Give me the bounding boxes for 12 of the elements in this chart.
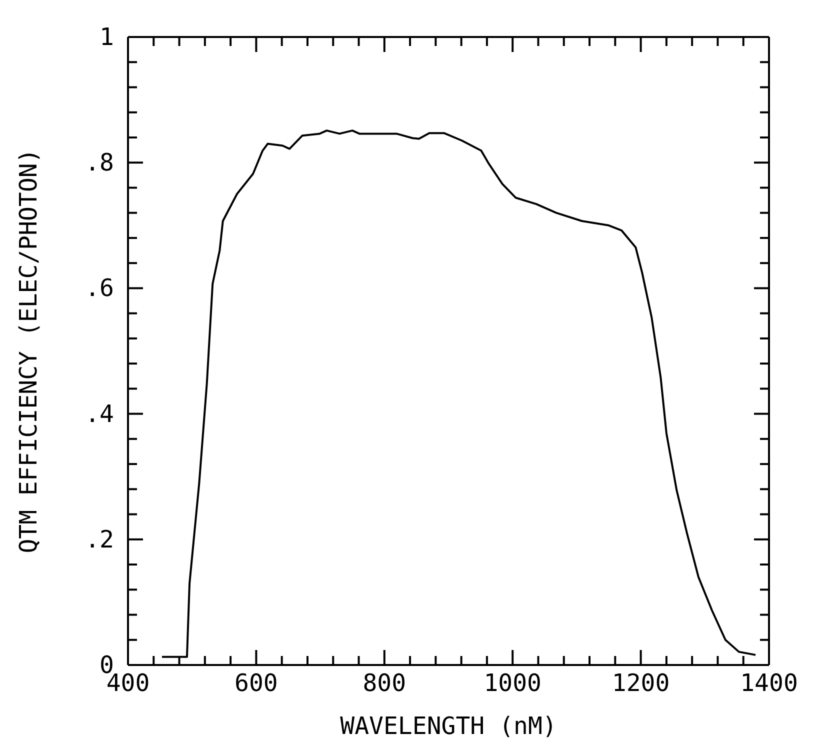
y-axis-title: QTM EFFICIENCY (ELEC/PHOTON) (14, 148, 43, 554)
x-axis-title: WAVELENGTH (nM) (340, 712, 557, 740)
x-tick-label: 1200 (612, 669, 670, 697)
y-tick-label: .8 (85, 148, 114, 177)
y-tick-label: 1 (100, 23, 114, 51)
y-tick-label: .4 (85, 400, 114, 428)
x-tick-label: 800 (362, 669, 406, 697)
x-tick-label: 1400 (740, 669, 798, 697)
x-tick-label: 600 (234, 669, 278, 697)
x-tick-label: 1000 (484, 669, 542, 697)
y-tick-label: .6 (85, 274, 114, 302)
y-tick-label: .2 (85, 525, 114, 554)
